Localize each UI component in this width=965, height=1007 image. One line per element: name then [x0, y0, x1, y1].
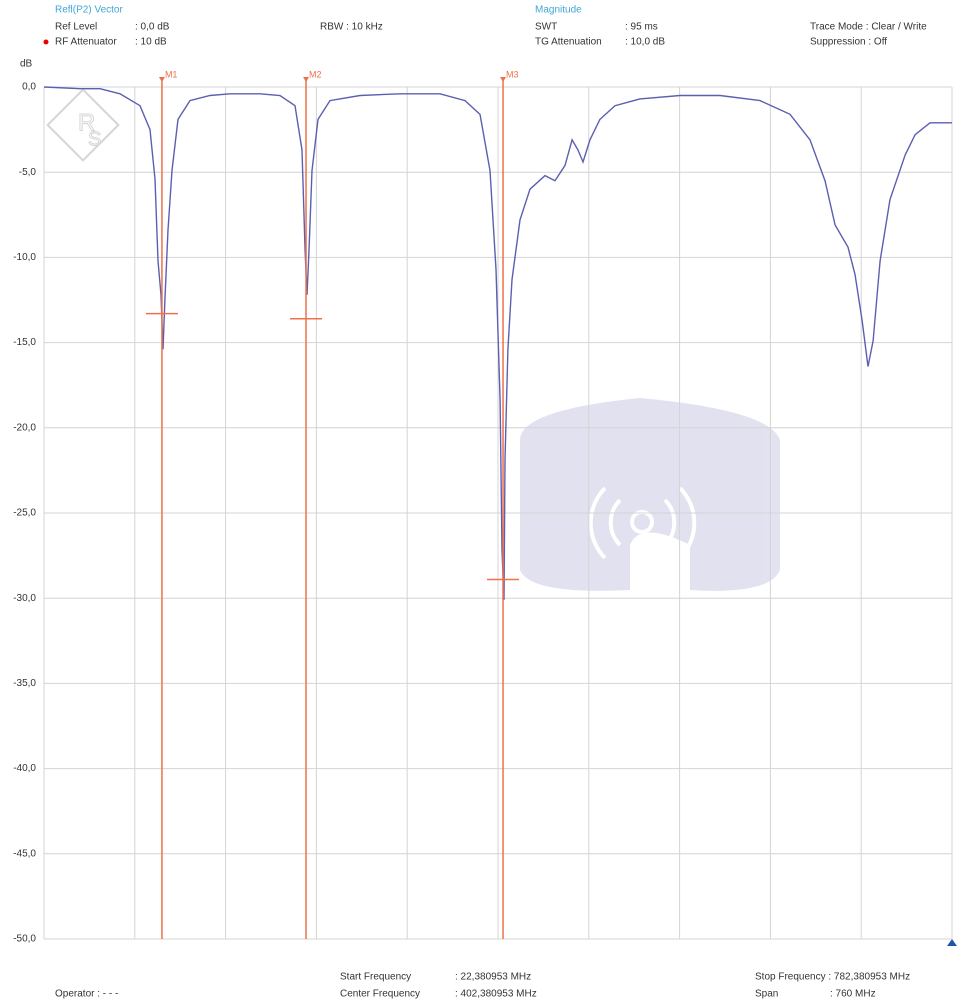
y-tick-label: -25,0 — [13, 508, 36, 519]
footer-value: : 402,380953 MHz — [455, 989, 537, 1000]
footer-label: Operator : - - - — [55, 989, 118, 1000]
setting-label: TG Attenuation — [535, 37, 602, 48]
y-tick-label: -15,0 — [13, 337, 36, 348]
setting-label: Ref Level — [55, 22, 97, 33]
setting-label: RBW : 10 kHz — [320, 22, 383, 33]
y-tick-label: -45,0 — [13, 848, 36, 859]
setting-value: : 10,0 dB — [625, 37, 665, 48]
svg-text:R: R — [78, 109, 95, 136]
marker-label: M2 — [309, 69, 322, 79]
stop-indicator — [947, 939, 957, 946]
trace — [43, 86, 952, 600]
mode-label: Refl(P2) Vector — [55, 5, 123, 16]
status-dot — [43, 39, 49, 45]
y-axis-label: dB — [20, 59, 33, 70]
marker-label: M3 — [506, 69, 519, 79]
setting-value: : 95 ms — [625, 22, 658, 33]
y-tick-label: -20,0 — [13, 422, 36, 433]
footer-value: : 22,380953 MHz — [455, 972, 531, 983]
y-tick-label: -40,0 — [13, 763, 36, 774]
marker-label: M1 — [165, 69, 178, 79]
svg-text:S: S — [88, 128, 101, 150]
watermark-icon — [520, 398, 780, 591]
setting-label: Trace Mode : Clear / Write — [810, 22, 927, 33]
y-tick-label: 0,0 — [22, 82, 36, 93]
watermark-logo: R S — [46, 88, 120, 162]
y-tick-label: -30,0 — [13, 593, 36, 604]
footer-label: Stop Frequency : 782,380953 MHz — [755, 972, 910, 983]
y-tick-label: -50,0 — [13, 934, 36, 945]
marker-head — [500, 77, 507, 82]
footer-value: : 760 MHz — [830, 989, 876, 1000]
footer-label: Center Frequency — [340, 989, 420, 1000]
footer-label: Start Frequency — [340, 972, 411, 983]
grid — [43, 86, 953, 940]
setting-label: Suppression : Off — [810, 37, 887, 48]
y-tick-label: -5,0 — [19, 167, 37, 178]
marker-head — [303, 77, 310, 82]
y-tick-label: -35,0 — [13, 678, 36, 689]
setting-value: : 0,0 dB — [135, 22, 170, 33]
y-tick-label: -10,0 — [13, 252, 36, 263]
footer-label: Span — [755, 989, 778, 1000]
setting-label: SWT — [535, 22, 557, 33]
mode-label: Magnitude — [535, 5, 582, 16]
setting-label: RF Attenuator — [55, 37, 117, 48]
marker-head — [158, 77, 165, 82]
setting-value: : 10 dB — [135, 37, 167, 48]
